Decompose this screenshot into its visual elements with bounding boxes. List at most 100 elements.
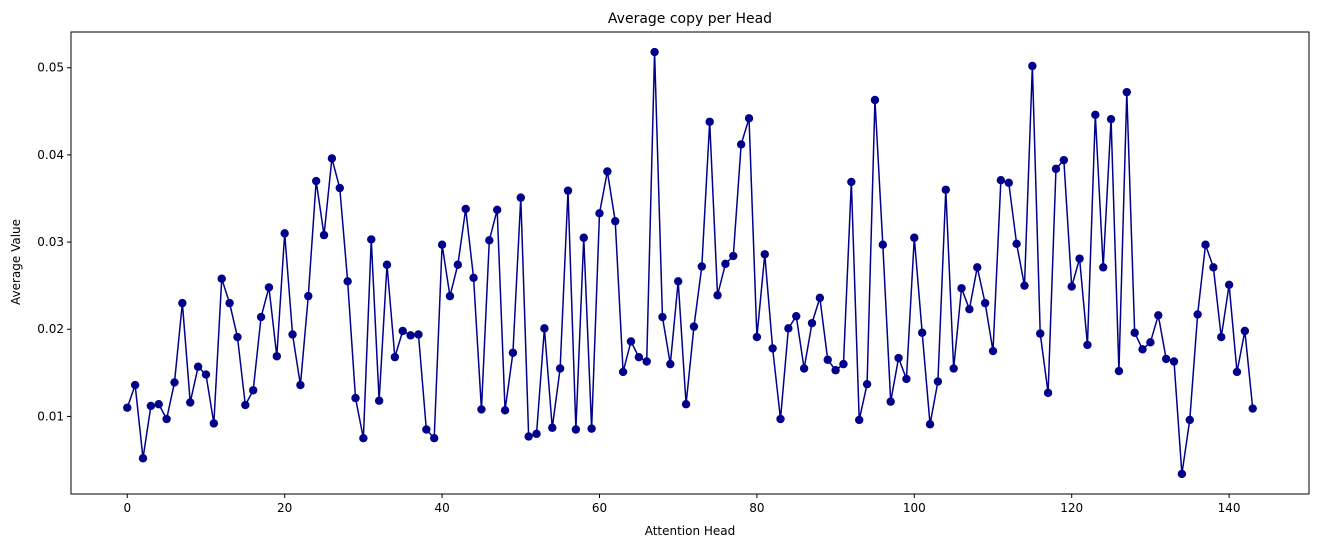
data-point (123, 403, 132, 412)
data-point (516, 193, 525, 202)
data-point (579, 233, 588, 242)
data-point (792, 311, 801, 321)
data-point (894, 353, 903, 363)
data-point (209, 419, 219, 428)
data-point (1091, 110, 1100, 120)
y-tick-label: 0.05 (37, 61, 64, 75)
y-tick-label: 0.04 (37, 148, 64, 162)
data-point (186, 398, 195, 407)
data-point (634, 352, 644, 362)
x-axis-label: Attention Head (645, 524, 736, 538)
data-point (1161, 354, 1171, 364)
axis-ticks: 0 20 40 60 80 100 120 140 0.01 0.02 0.03 0.04 0.05 (37, 61, 1240, 515)
data-point (477, 405, 486, 414)
x-tick-label: 140 (1218, 501, 1241, 515)
data-point (311, 176, 321, 186)
data-point (910, 233, 919, 242)
data-point (162, 414, 171, 424)
data-point (359, 434, 368, 443)
data-point (201, 370, 211, 379)
data-point (988, 346, 998, 356)
data-point (532, 429, 541, 439)
data-point (437, 240, 447, 249)
data-point (1146, 338, 1155, 347)
data-point (524, 432, 533, 441)
data-point (138, 454, 148, 463)
data-point (878, 240, 888, 249)
data-point (1232, 367, 1242, 377)
data-point (296, 380, 305, 390)
data-point (288, 330, 297, 339)
data-point (744, 114, 754, 123)
data-point (752, 332, 762, 342)
data-point (130, 380, 140, 390)
data-point (414, 330, 423, 339)
y-axis-label: Average Value (9, 219, 23, 305)
data-point (697, 262, 707, 271)
data-point (1020, 281, 1029, 290)
data-point (1114, 366, 1124, 376)
data-point (1154, 311, 1163, 320)
data-point (1240, 326, 1250, 336)
data-point (1169, 357, 1179, 366)
x-tick-label: 20 (277, 501, 292, 515)
data-point (831, 366, 840, 375)
y-tick-label: 0.01 (37, 409, 64, 423)
data-point (469, 273, 478, 283)
data-point (422, 425, 431, 434)
data-point (154, 400, 163, 409)
series-points-layer (123, 47, 1257, 479)
x-tick-label: 120 (1060, 501, 1083, 515)
data-point (1098, 263, 1108, 272)
series-line (126, 51, 1254, 475)
data-point (1217, 332, 1226, 342)
data-point (1248, 404, 1257, 413)
data-point (272, 352, 282, 361)
x-tick-label: 80 (749, 501, 764, 515)
data-point (430, 434, 439, 443)
data-point (461, 204, 470, 214)
x-tick-label: 60 (592, 501, 607, 515)
data-point (689, 322, 699, 331)
data-point (618, 367, 628, 377)
data-point (1138, 345, 1147, 354)
data-point (351, 393, 360, 403)
data-point (492, 205, 502, 215)
data-point (650, 47, 659, 57)
data-point (642, 357, 651, 366)
data-point (611, 216, 620, 226)
data-point (595, 209, 604, 218)
data-point (980, 298, 990, 308)
data-point (343, 277, 352, 286)
data-point (933, 377, 943, 386)
data-point (217, 274, 226, 283)
data-point (870, 95, 880, 105)
data-point (705, 117, 714, 126)
data-point (1130, 328, 1139, 337)
data-point (390, 352, 400, 362)
data-point (367, 235, 376, 244)
data-point (941, 185, 950, 194)
data-point (1004, 178, 1013, 187)
data-point (264, 283, 274, 292)
data-point (736, 140, 746, 149)
data-point (1122, 87, 1132, 97)
data-point (249, 386, 258, 395)
y-tick-label: 0.02 (37, 322, 64, 336)
data-point (170, 378, 179, 387)
data-point (548, 423, 557, 432)
data-point (1051, 164, 1061, 174)
data-point (681, 400, 691, 409)
data-point (445, 291, 455, 301)
data-point (862, 379, 872, 389)
data-point (965, 305, 974, 314)
data-point (1193, 310, 1202, 319)
data-point (485, 236, 494, 245)
data-point (319, 230, 329, 240)
data-point (847, 177, 856, 187)
data-point (917, 328, 927, 337)
data-point (1224, 280, 1234, 289)
plot-frame (70, 31, 1310, 495)
data-point (1083, 340, 1092, 350)
